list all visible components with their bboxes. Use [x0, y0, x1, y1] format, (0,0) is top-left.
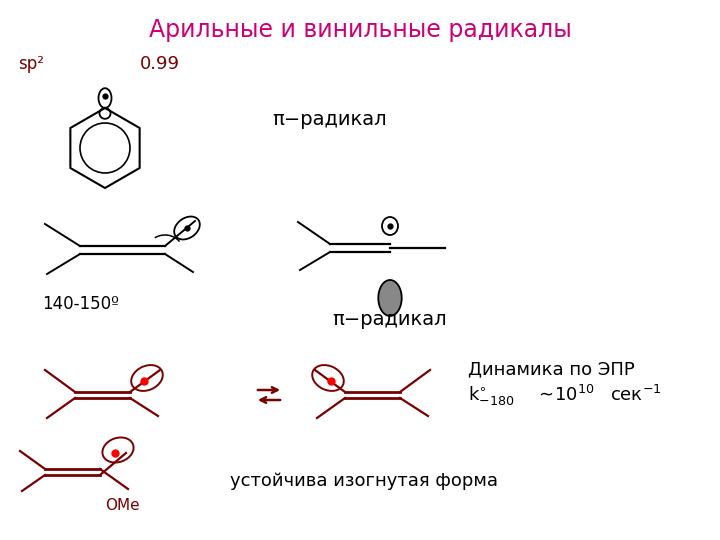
Text: 140-150º: 140-150º [42, 295, 119, 313]
Text: π−радикал: π−радикал [273, 110, 387, 129]
Text: 0.99: 0.99 [140, 55, 180, 73]
Text: sp²: sp² [18, 55, 44, 73]
Text: OMe: OMe [104, 498, 139, 513]
Ellipse shape [378, 280, 402, 316]
Text: $\mathrm{сек}^{-1}$: $\mathrm{сек}^{-1}$ [610, 385, 662, 405]
Text: Арильные и винильные радикалы: Арильные и винильные радикалы [148, 18, 572, 42]
Text: устойчива изогнутая форма: устойчива изогнутая форма [230, 472, 498, 490]
Text: $\sim\!10^{10}$: $\sim\!10^{10}$ [535, 385, 595, 405]
Text: Динамика по ЭПР: Динамика по ЭПР [468, 360, 635, 378]
Text: π−радикал: π−радикал [333, 310, 447, 329]
Text: $\mathrm{k}_{-180}^{\circ}$: $\mathrm{k}_{-180}^{\circ}$ [468, 385, 514, 408]
